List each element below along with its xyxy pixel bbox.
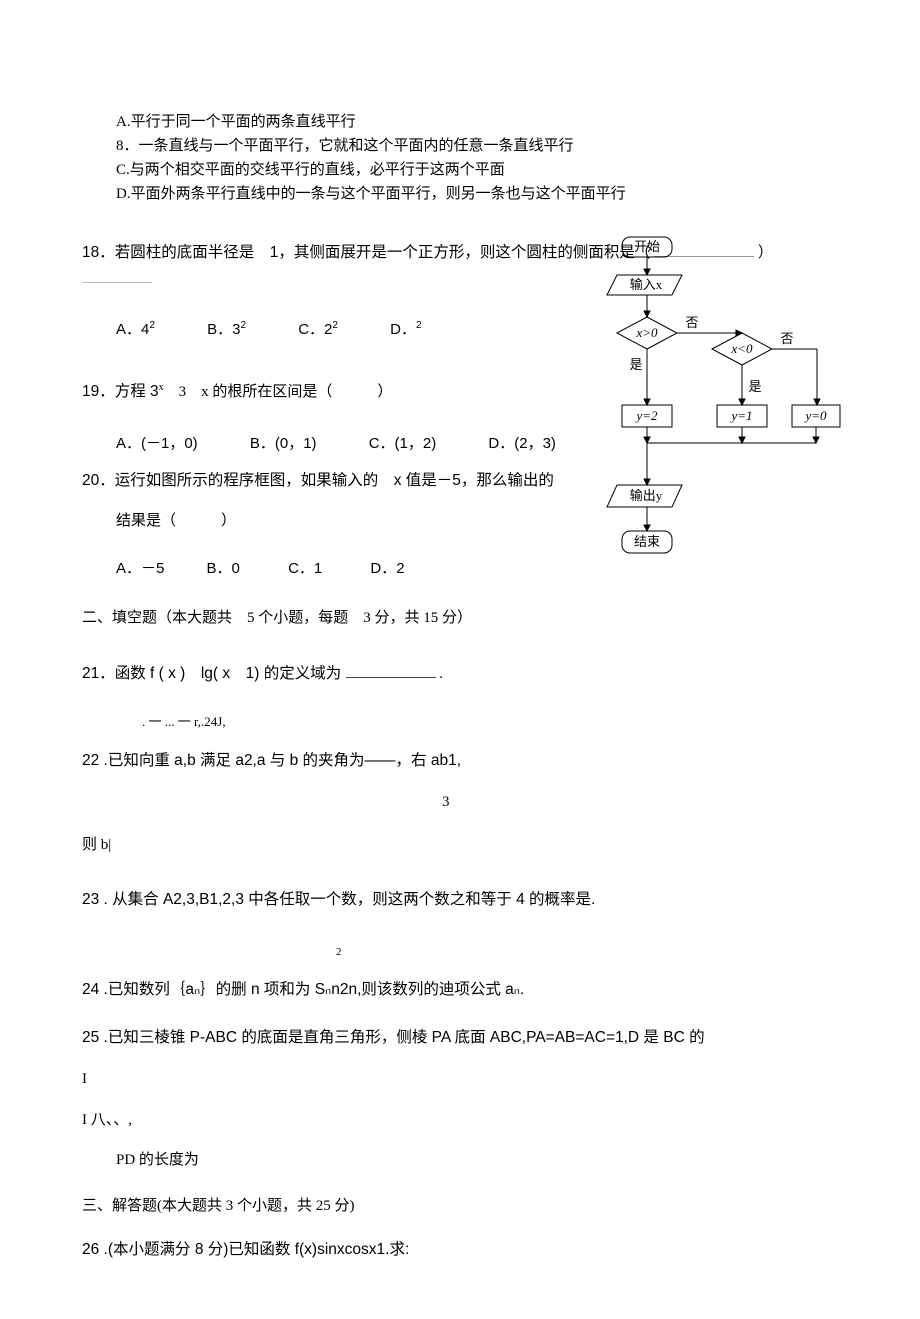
- q25-line2: I: [82, 1067, 838, 1093]
- q24-stem: 24 .已知数列｛aₙ｝的删 n 项和为 Sₙn2n,则该数列的迪项公式 aₙ.: [82, 977, 838, 1003]
- q22-line4: 则 b|: [82, 833, 838, 859]
- q25-line1: 25 .已知三棱锥 P-ABC 的底面是直角三角形，侧棱 PA 底面 ABC,P…: [82, 1025, 838, 1051]
- svg-text:输出y: 输出y: [630, 488, 663, 503]
- svg-text:输入x: 输入x: [630, 277, 663, 292]
- svg-text:是: 是: [748, 379, 761, 394]
- q22-line1: . 一 ... 一 r,.24J,: [82, 711, 838, 733]
- svg-text:y=1: y=1: [729, 408, 752, 423]
- q24-sup: 2: [82, 943, 838, 962]
- q25-line3: I 八、、,: [82, 1108, 838, 1134]
- svg-text:否: 否: [780, 331, 793, 346]
- svg-text:结束: 结束: [634, 534, 660, 549]
- section3-heading: 三、解答题(本大题共 3 个小题，共 25 分): [82, 1194, 838, 1215]
- q25-line4: PD 的长度为: [82, 1148, 838, 1174]
- q26-stem: 26 .(本小题满分 8 分)已知函数 f(x)sinxcosx1.求:: [82, 1237, 838, 1263]
- q22-line3: 3: [82, 790, 838, 816]
- svg-text:x<0: x<0: [730, 341, 753, 356]
- q17-option-b: 8．一条直线与一个平面平行，它就和这个平面内的任意一条直线平行: [82, 134, 838, 158]
- svg-text:y=0: y=0: [803, 408, 827, 423]
- q22-line2: 22 .已知向重 a,b 满足 a2,a 与 b 的夹角为——，右 ab1,: [82, 748, 838, 775]
- q17-option-a: A.平行于同一个平面的两条直线平行: [82, 110, 838, 134]
- q23-stem: 23 . 从集合 A2,3,B1,2,3 中各任取一个数，则这两个数之和等于 4…: [82, 887, 838, 913]
- svg-text:y=2: y=2: [634, 408, 658, 423]
- q21-stem: 21．函数 f ( x ) lg( x 1) 的定义域为 .: [82, 661, 838, 688]
- q17-option-c: C.与两个相交平面的交线平行的直线，必平行于这两个平面: [82, 158, 838, 182]
- svg-text:开始: 开始: [634, 239, 660, 254]
- svg-text:否: 否: [685, 315, 698, 330]
- svg-text:是: 是: [629, 357, 642, 372]
- q17-option-d: D.平面外两条平行直线中的一条与这个平面平行，则另一条也与这个平面平行: [82, 182, 838, 206]
- section2-heading: 二、填空题（本大题共 5 个小题，每题 3 分，共 15 分）: [82, 606, 838, 627]
- svg-text:x>0: x>0: [635, 325, 658, 340]
- flowchart-diagram: 开始 输入x x>0 否 是 x<0 否: [602, 235, 842, 575]
